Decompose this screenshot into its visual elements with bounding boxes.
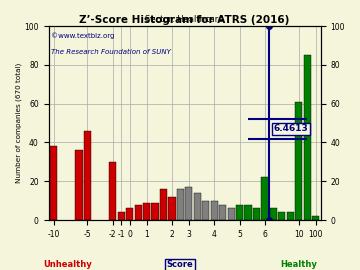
Text: 6.4613: 6.4613 <box>274 124 308 133</box>
Bar <box>152 202 159 220</box>
Text: Unhealthy: Unhealthy <box>43 260 92 269</box>
Y-axis label: Number of companies (670 total): Number of companies (670 total) <box>15 63 22 183</box>
Bar <box>118 212 125 220</box>
Bar <box>295 102 302 220</box>
Bar <box>253 208 260 220</box>
Bar <box>228 208 235 220</box>
Bar <box>244 205 252 220</box>
Bar <box>185 187 193 220</box>
Bar <box>303 55 311 220</box>
Bar <box>177 189 184 220</box>
Bar <box>75 150 82 220</box>
Bar <box>135 205 142 220</box>
Text: ©www.textbiz.org: ©www.textbiz.org <box>51 32 114 39</box>
Title: Z’-Score Histogram for ATRS (2016): Z’-Score Histogram for ATRS (2016) <box>80 15 290 25</box>
Bar <box>236 205 243 220</box>
Bar <box>50 146 57 220</box>
Bar <box>84 131 91 220</box>
Bar <box>287 212 294 220</box>
Bar <box>194 193 201 220</box>
Bar <box>202 201 210 220</box>
Bar <box>160 189 167 220</box>
Bar <box>312 216 319 220</box>
Text: Healthy: Healthy <box>280 260 317 269</box>
Bar <box>261 177 269 220</box>
Text: Score: Score <box>167 260 193 269</box>
Bar <box>211 201 218 220</box>
Bar <box>109 162 116 220</box>
Bar <box>168 197 176 220</box>
Text: The Research Foundation of SUNY: The Research Foundation of SUNY <box>51 49 171 55</box>
Bar <box>143 202 150 220</box>
Bar <box>126 208 133 220</box>
Bar <box>278 212 285 220</box>
Bar <box>270 208 277 220</box>
Bar <box>219 205 226 220</box>
Text: Sector: Healthcare: Sector: Healthcare <box>145 15 224 24</box>
